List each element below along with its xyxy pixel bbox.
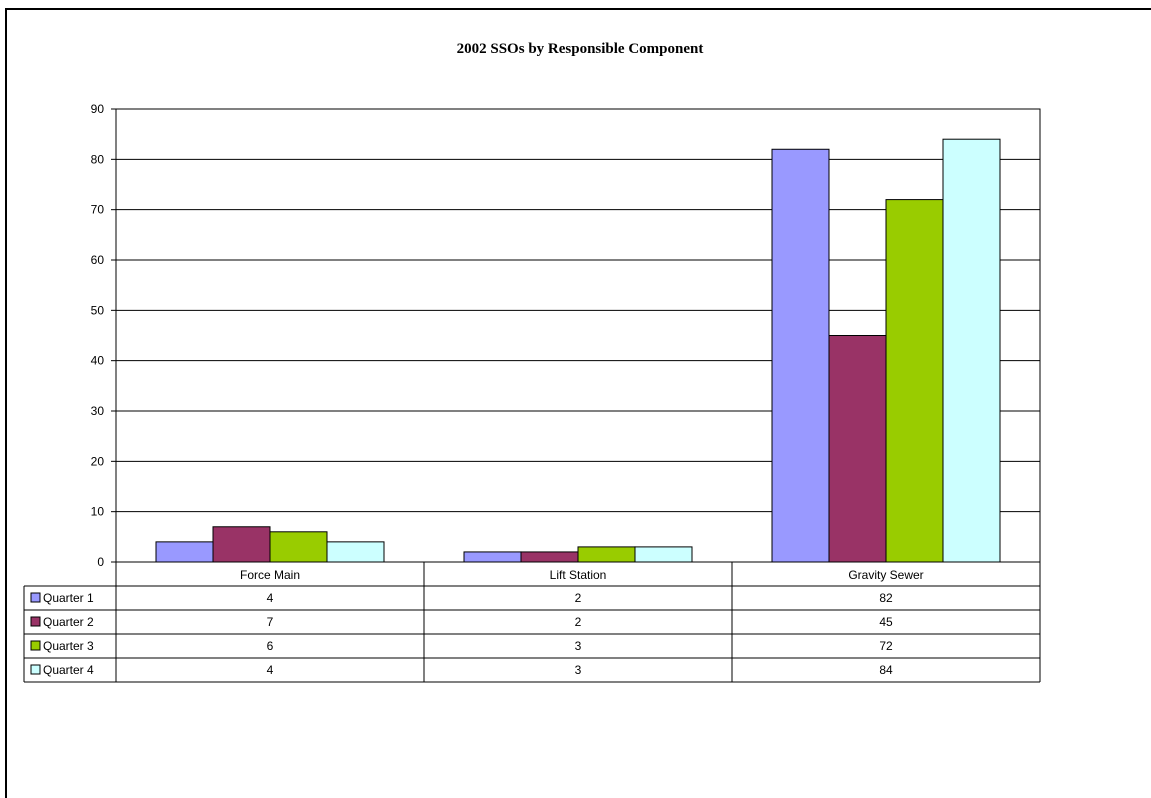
legend-swatch: [30, 640, 41, 651]
y-tick-label: 0: [97, 555, 104, 569]
table-cell-value: 4: [267, 591, 274, 605]
bar-quarter-3-lift-station: [577, 546, 636, 563]
table-cell-value: 2: [575, 591, 582, 605]
category-label: Gravity Sewer: [848, 568, 923, 582]
table-cell-value: 3: [575, 663, 582, 677]
table-cell-value: 82: [879, 591, 893, 605]
data-table: Force Main Lift Station Gravity Sewer Quart…: [23, 562, 1041, 683]
table-cell-value: 72: [879, 639, 893, 653]
table-cell-value: 3: [575, 639, 582, 653]
y-tick-label: 80: [91, 152, 105, 166]
chart-frame: [5, 8, 1151, 798]
bar-quarter-2-lift-station: [520, 551, 579, 563]
y-tick-label: 10: [91, 505, 105, 519]
legend-swatch: [30, 616, 41, 627]
bar-quarter-1-force-main: [155, 541, 214, 563]
y-tick-label: 90: [91, 102, 105, 116]
y-tick-label: 20: [91, 454, 105, 468]
bar-quarter-1-gravity-sewer: [771, 148, 830, 563]
legend-label: Quarter 3: [43, 639, 94, 653]
bar-quarter-3-gravity-sewer: [885, 199, 944, 563]
table-cell-value: 7: [267, 615, 274, 629]
bar-quarter-4-force-main: [326, 541, 385, 563]
y-tick-label: 40: [91, 354, 105, 368]
bar-quarter-3-force-main: [269, 531, 328, 563]
chart-title: 2002 SSOs by Responsible Component: [457, 41, 704, 57]
legend-label: Quarter 1: [43, 591, 94, 605]
bar-quarter-1-lift-station: [463, 551, 522, 563]
bar-quarter-2-force-main: [212, 526, 271, 563]
legend-label: Quarter 4: [43, 663, 94, 677]
bar-quarter-2-gravity-sewer: [828, 335, 887, 563]
y-axis: 0 10 20 30 40 50 60 70 80 90: [91, 102, 1041, 569]
y-tick-label: 60: [91, 253, 105, 267]
category-label: Force Main: [240, 568, 300, 582]
legend-swatch: [30, 592, 41, 603]
bar-quarter-4-lift-station: [634, 546, 693, 563]
y-tick-label: 70: [91, 203, 105, 217]
bar-quarter-4-gravity-sewer: [942, 138, 1001, 563]
legend-swatch: [30, 664, 41, 675]
table-cell-value: 84: [879, 663, 893, 677]
y-tick-label: 50: [91, 303, 105, 317]
table-cell-value: 6: [267, 639, 274, 653]
table-cell-value: 4: [267, 663, 274, 677]
legend-label: Quarter 2: [43, 615, 94, 629]
category-label: Lift Station: [550, 568, 607, 582]
y-tick-label: 30: [91, 404, 105, 418]
bars: [155, 138, 1001, 563]
plot-area-border: [115, 108, 1041, 563]
table-cell-value: 2: [575, 615, 582, 629]
table-cell-value: 45: [879, 615, 893, 629]
